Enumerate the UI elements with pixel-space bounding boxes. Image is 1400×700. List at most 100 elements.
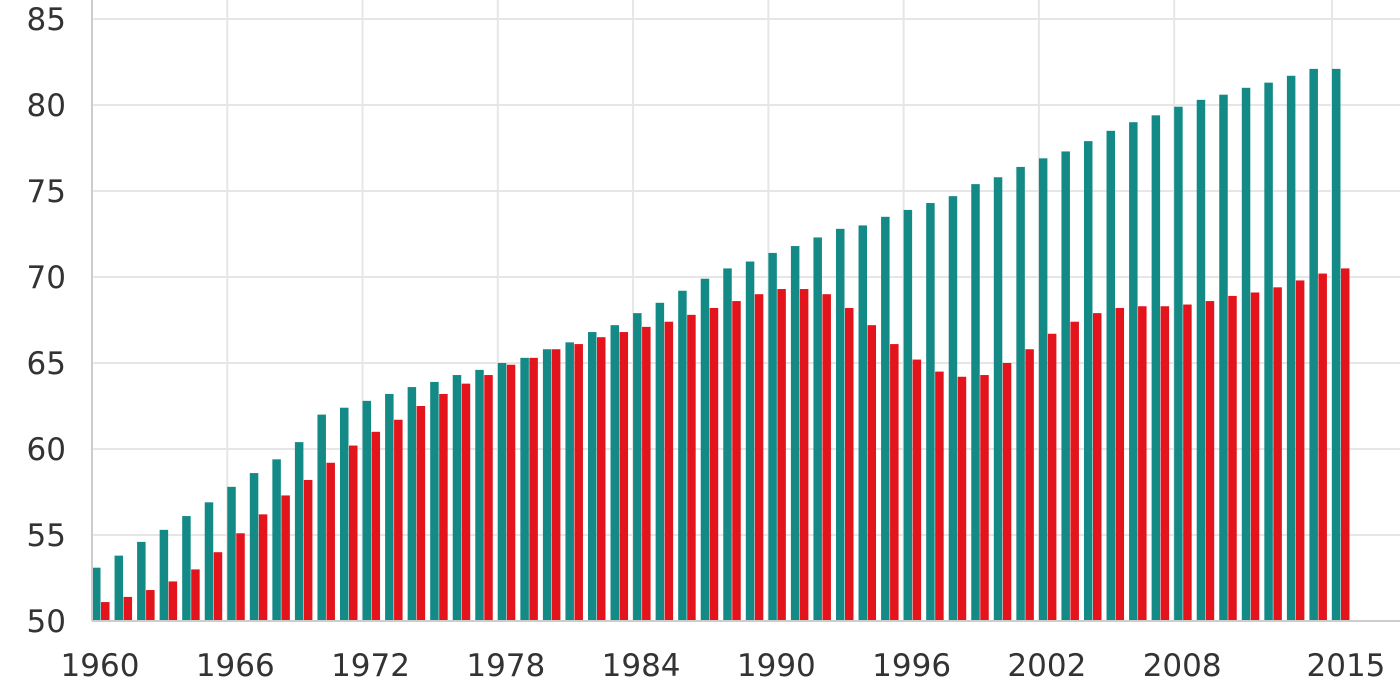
bar-series-1 [790, 246, 800, 622]
bar-series-2 [1002, 363, 1012, 621]
bar-series-1 [678, 290, 687, 621]
bar-series-2 [867, 325, 877, 621]
bar-series-2 [439, 393, 448, 621]
bar-series-2 [1138, 306, 1147, 621]
bar-series-2 [912, 359, 922, 621]
bar-series-1 [813, 237, 822, 621]
bar-series-1 [1196, 99, 1206, 622]
bar-series-2 [1025, 349, 1034, 621]
bar-series-1 [385, 393, 394, 621]
bar-series-2 [1092, 313, 1102, 621]
bar-series-2 [146, 590, 155, 621]
x-tick-label: 1978 [466, 648, 545, 684]
bar-series-1 [249, 473, 259, 621]
bar-series-2 [1183, 304, 1192, 621]
bar-series-2 [236, 533, 245, 621]
bar-series-1 [1331, 68, 1341, 621]
y-tick-label: 70 [27, 260, 66, 296]
bar-series-1 [452, 375, 462, 621]
bar-series-2 [303, 479, 313, 621]
bar-series-1 [700, 278, 710, 621]
bar-series-1 [227, 486, 236, 621]
bar-series-2 [1047, 333, 1057, 621]
bar-series-2 [1160, 306, 1170, 621]
bar-series-2 [1295, 280, 1305, 621]
bar-series-2 [574, 344, 583, 621]
y-tick-label: 50 [27, 604, 66, 640]
bar-series-2 [168, 581, 178, 621]
bar-series-1 [137, 541, 146, 621]
x-tick-label: 2015 [1307, 648, 1386, 684]
bar-series-2 [890, 344, 899, 621]
bar-series-2 [596, 337, 606, 621]
bar-series-2 [394, 419, 403, 621]
y-tick-label: 60 [27, 432, 66, 468]
bar-series-1 [182, 516, 191, 621]
bar-series-1 [362, 400, 372, 621]
bar-series-1 [1129, 122, 1138, 621]
bar-series-1 [745, 261, 755, 621]
bar-series-1 [339, 407, 349, 621]
bar-series-1 [317, 414, 326, 621]
bar-series-2 [1070, 321, 1079, 621]
bar-series-1 [92, 567, 101, 621]
bar-series-1 [587, 332, 597, 621]
bar-series-1 [1241, 87, 1251, 622]
bar-series-2 [1273, 287, 1282, 621]
x-tick-label: 2002 [1007, 648, 1086, 684]
bar-series-1 [723, 268, 732, 621]
y-tick-label: 75 [27, 174, 66, 210]
bar-series-1 [1286, 75, 1296, 621]
bar-series-2 [1228, 295, 1237, 621]
bar-series-1 [948, 196, 958, 621]
bars [92, 68, 1350, 622]
bar-series-1 [926, 203, 935, 622]
bar-series-1 [1038, 158, 1048, 621]
bar-series-2 [1318, 273, 1327, 621]
bar-series-1 [1174, 106, 1183, 622]
bar-series-2 [191, 569, 200, 621]
bar-series-2 [935, 371, 944, 621]
bar-series-2 [484, 375, 493, 621]
bar-series-2 [1250, 292, 1260, 621]
bar-series-2 [101, 602, 110, 621]
bar-series-1 [768, 252, 777, 622]
bar-series-2 [213, 552, 223, 621]
bar-series-2 [1340, 268, 1350, 621]
bar-series-2 [754, 294, 764, 621]
bar-series-1 [272, 459, 281, 621]
bar-series-1 [1083, 141, 1093, 621]
y-tick-label: 80 [27, 88, 66, 124]
bar-series-2 [461, 383, 471, 621]
bar-series-2 [642, 326, 651, 621]
bar-series-1 [520, 357, 529, 621]
bar-series-2 [551, 349, 561, 621]
bar-series-1 [204, 502, 214, 621]
bar-series-2 [687, 314, 696, 621]
bar-series-1 [971, 184, 980, 621]
bar-series-1 [881, 216, 890, 622]
bar-series-1 [1016, 166, 1025, 622]
bar-series-1 [430, 381, 439, 621]
bar-series-2 [957, 376, 967, 621]
y-tick-label: 65 [27, 346, 66, 382]
bar-series-2 [777, 289, 786, 621]
x-tick-label: 1972 [331, 648, 410, 684]
y-tick-label: 85 [27, 2, 66, 38]
bar-series-1 [655, 302, 665, 621]
bar-series-1 [1219, 94, 1228, 622]
bar-series-2 [371, 431, 381, 621]
bar-series-2 [822, 294, 831, 621]
bar-series-1 [407, 387, 417, 621]
bar-series-2 [348, 445, 358, 621]
axes: 50 55 60 65 70 75 80 85 1960 1966 1972 1978 1984 1990… [27, 0, 1400, 684]
bar-series-2 [732, 301, 741, 621]
bar-series-2 [281, 495, 290, 621]
bar-series-1 [633, 313, 642, 621]
x-tick-label: 1966 [196, 648, 275, 684]
bar-series-1 [542, 349, 552, 621]
bar-series-1 [835, 228, 845, 621]
bar-series-1 [294, 442, 304, 621]
x-tick-label: 1990 [737, 648, 816, 684]
